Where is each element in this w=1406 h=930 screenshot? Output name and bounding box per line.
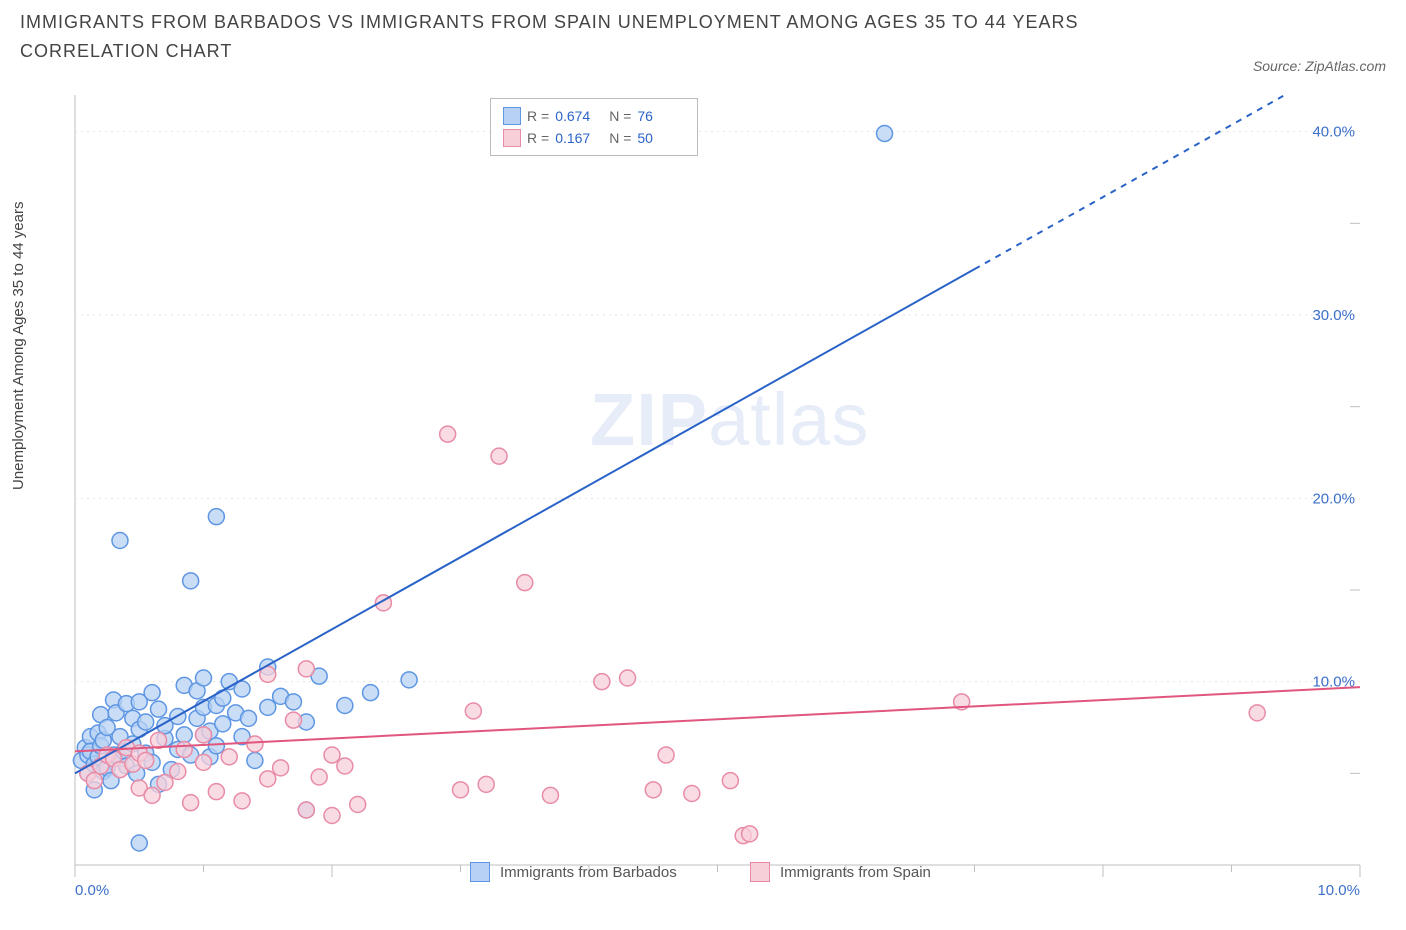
scatter-point — [144, 685, 160, 701]
scatter-point — [542, 787, 558, 803]
svg-text:0.0%: 0.0% — [75, 882, 109, 899]
scatter-point — [247, 736, 263, 752]
scatter-point — [138, 753, 154, 769]
r-label: R = — [527, 130, 549, 146]
scatter-point — [247, 753, 263, 769]
trend-line-extrapolation — [975, 95, 1361, 269]
swatch-barbados-icon — [470, 862, 490, 882]
scatter-point — [722, 773, 738, 789]
scatter-point — [183, 573, 199, 589]
scatter-point — [138, 714, 154, 730]
r-value-barbados: 0.674 — [555, 108, 603, 124]
scatter-point — [645, 782, 661, 798]
scatter-point — [151, 701, 167, 717]
scatter-point — [196, 727, 212, 743]
scatter-point — [144, 787, 160, 803]
scatter-point — [176, 727, 192, 743]
scatter-point — [298, 802, 314, 818]
scatter-point — [311, 769, 327, 785]
scatter-point — [273, 760, 289, 776]
scatter-point — [215, 716, 231, 732]
scatter-point — [260, 771, 276, 787]
scatter-point — [350, 797, 366, 813]
scatter-point — [401, 672, 417, 688]
chart-title: IMMIGRANTS FROM BARBADOS VS IMMIGRANTS F… — [20, 8, 1120, 66]
x-legend-barbados: Immigrants from Barbados — [470, 862, 677, 882]
svg-text:40.0%: 40.0% — [1312, 124, 1355, 141]
scatter-point — [877, 126, 893, 142]
chart-area: 10.0%20.0%30.0%40.0%0.0%10.0%ZIPatlas — [60, 95, 1380, 880]
legend-row-spain: R = 0.167 N = 50 — [503, 127, 685, 149]
scatter-point — [491, 448, 507, 464]
scatter-point — [478, 776, 494, 792]
y-axis-label: Unemployment Among Ages 35 to 44 years — [10, 201, 27, 490]
scatter-point — [465, 703, 481, 719]
n-value-barbados: 76 — [637, 108, 685, 124]
r-value-spain: 0.167 — [555, 130, 603, 146]
scatter-point — [594, 674, 610, 690]
swatch-barbados-icon — [503, 107, 521, 125]
scatter-point — [221, 749, 237, 765]
svg-text:10.0%: 10.0% — [1317, 882, 1360, 899]
n-label: N = — [609, 108, 631, 124]
scatter-point — [208, 784, 224, 800]
scatter-point — [337, 698, 353, 714]
scatter-point — [196, 754, 212, 770]
scatter-point — [324, 808, 340, 824]
trend-line — [75, 687, 1360, 751]
scatter-point — [1249, 705, 1265, 721]
svg-text:30.0%: 30.0% — [1312, 307, 1355, 324]
scatter-point — [285, 694, 301, 710]
scatter-point — [157, 775, 173, 791]
scatter-point — [620, 670, 636, 686]
svg-text:20.0%: 20.0% — [1312, 490, 1355, 507]
legend-row-barbados: R = 0.674 N = 76 — [503, 105, 685, 127]
x-legend-spain: Immigrants from Spain — [750, 862, 931, 882]
scatter-point — [208, 738, 224, 754]
scatter-chart-svg: 10.0%20.0%30.0%40.0%0.0%10.0%ZIPatlas — [60, 95, 1380, 930]
n-label: N = — [609, 130, 631, 146]
scatter-point — [742, 826, 758, 842]
scatter-point — [658, 747, 674, 763]
source-label: Source: ZipAtlas.com — [1253, 58, 1386, 74]
scatter-point — [112, 533, 128, 549]
scatter-point — [285, 712, 301, 728]
x-legend-label: Immigrants from Spain — [780, 864, 931, 881]
correlation-legend: R = 0.674 N = 76 R = 0.167 N = 50 — [490, 98, 698, 156]
scatter-point — [86, 773, 102, 789]
scatter-point — [324, 747, 340, 763]
scatter-point — [170, 764, 186, 780]
scatter-point — [183, 795, 199, 811]
r-label: R = — [527, 108, 549, 124]
swatch-spain-icon — [503, 129, 521, 147]
scatter-point — [517, 575, 533, 591]
scatter-point — [684, 786, 700, 802]
scatter-point — [298, 661, 314, 677]
svg-text:ZIPatlas: ZIPatlas — [590, 378, 869, 461]
scatter-point — [131, 835, 147, 851]
scatter-point — [440, 426, 456, 442]
x-legend-label: Immigrants from Barbados — [500, 864, 677, 881]
scatter-point — [337, 758, 353, 774]
n-value-spain: 50 — [637, 130, 685, 146]
scatter-point — [240, 710, 256, 726]
scatter-point — [363, 685, 379, 701]
scatter-point — [208, 509, 224, 525]
scatter-point — [260, 699, 276, 715]
scatter-point — [453, 782, 469, 798]
scatter-point — [196, 670, 212, 686]
swatch-spain-icon — [750, 862, 770, 882]
scatter-point — [176, 742, 192, 758]
scatter-point — [234, 793, 250, 809]
